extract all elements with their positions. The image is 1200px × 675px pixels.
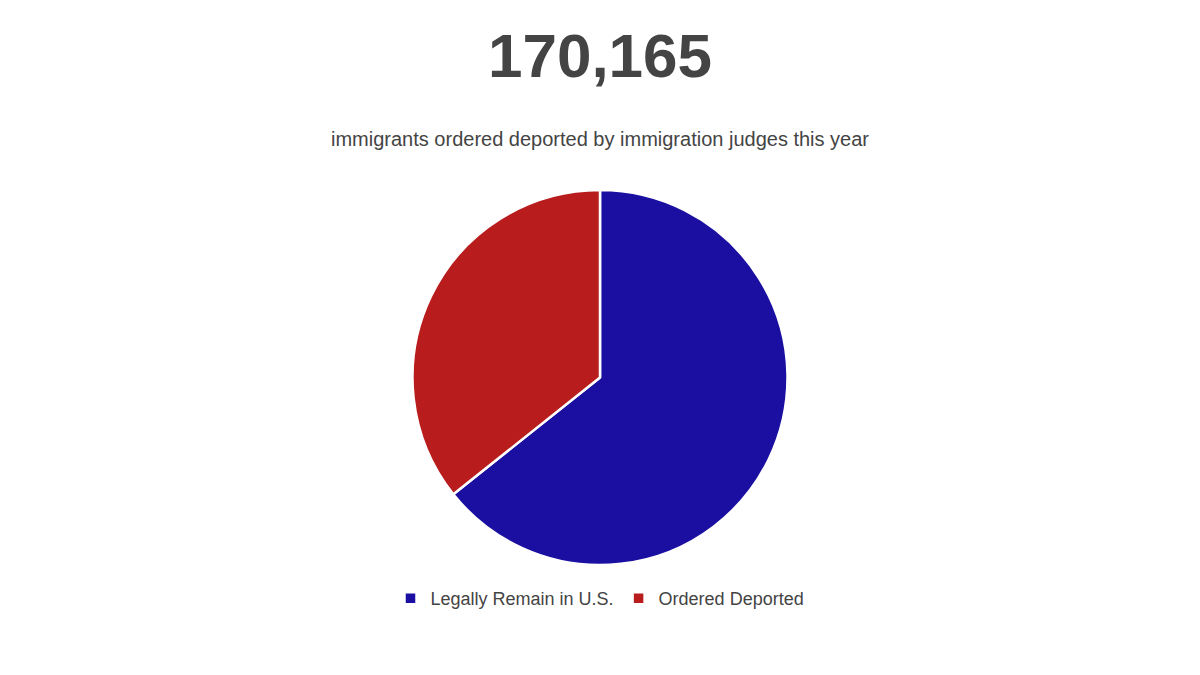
svg-text:Legally Remain in U.S.: Legally Remain in U.S. [431, 589, 614, 609]
svg-text:immigrants ordered deported by: immigrants ordered deported by immigrati… [331, 128, 869, 150]
svg-text:Ordered Deported: Ordered Deported [659, 589, 804, 609]
svg-text:170,165: 170,165 [488, 21, 712, 90]
